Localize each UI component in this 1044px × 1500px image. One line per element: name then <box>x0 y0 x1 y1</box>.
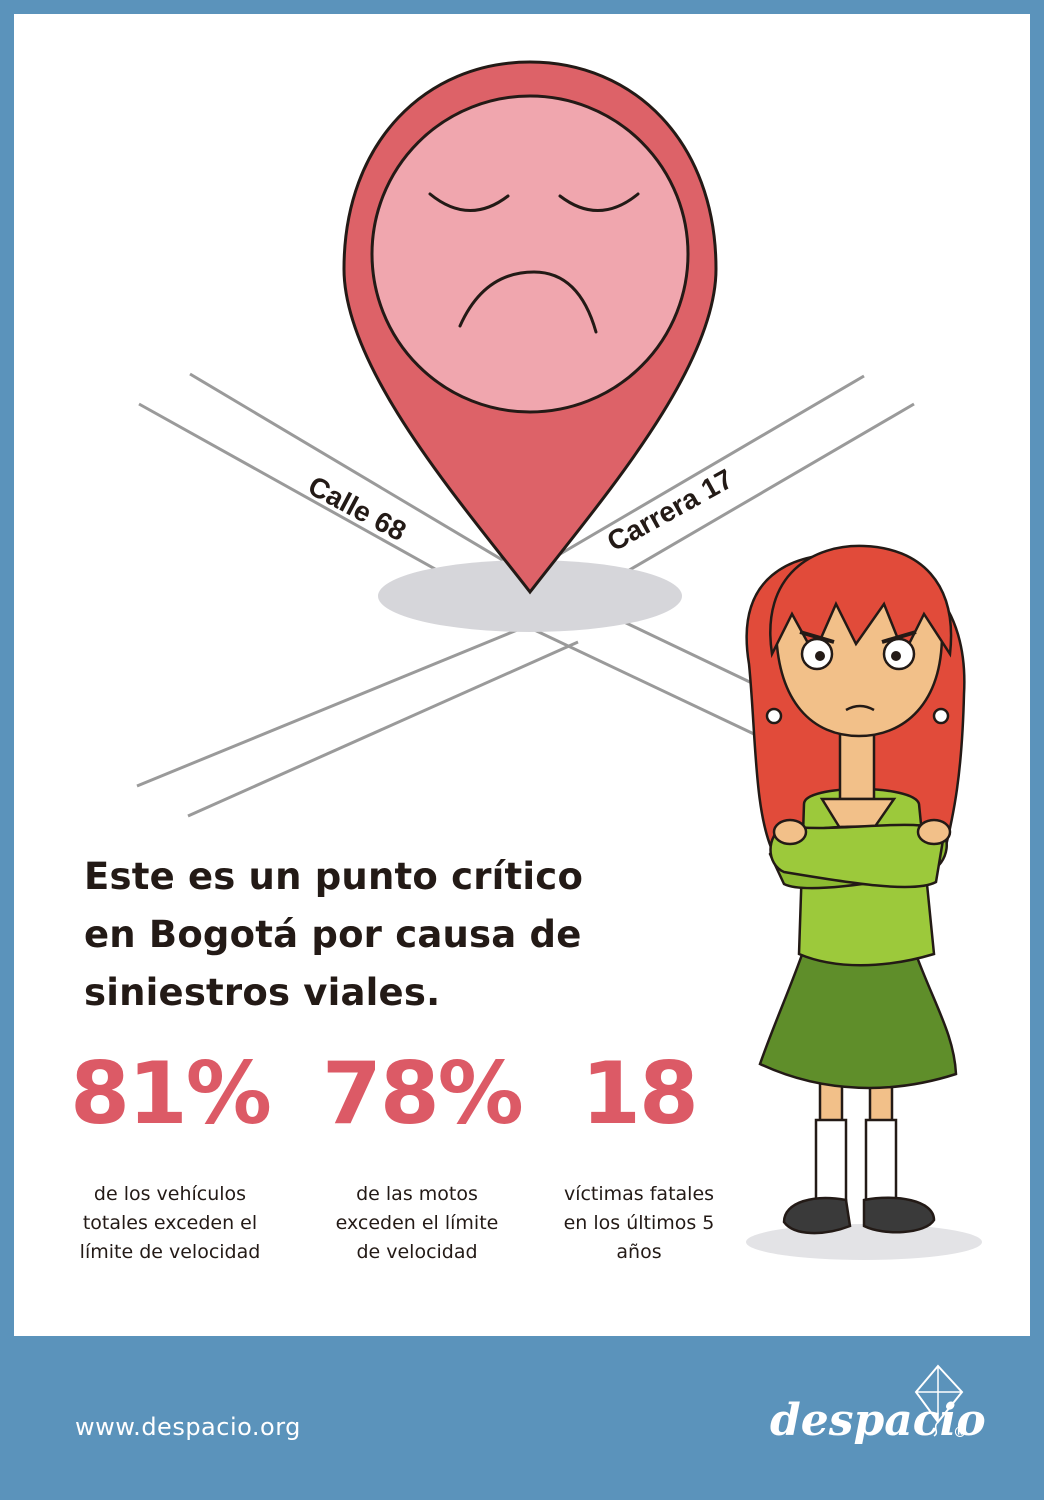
intersection-illustration: Calle 68 Carrera 17 <box>136 60 982 1260</box>
girl-character-illustration <box>745 544 982 1260</box>
street-label-carrera: Carrera 17 <box>602 463 738 557</box>
brand-logo-text: despacio <box>770 1395 986 1446</box>
stat-description: de las motos exceden el límite de veloci… <box>335 1183 499 1263</box>
headline: Este es un punto crítico en Bogotá por c… <box>84 855 584 1014</box>
stat-value: 78% <box>322 1044 524 1144</box>
street-label-calle: Calle 68 <box>303 470 411 547</box>
registered-mark: ® <box>953 1425 967 1441</box>
face-features <box>428 192 640 334</box>
stat-description: de los vehículos totales exceden el lími… <box>79 1183 261 1263</box>
stat-fatalities: 18 víctimas fatales en los últimos 5 año… <box>554 1044 724 1267</box>
stat-vehicles: 81% de los vehículos totales exceden el … <box>70 1044 272 1267</box>
stat-value: 81% <box>70 1044 272 1144</box>
website-link[interactable]: www.despacio.org <box>75 1413 301 1441</box>
stat-motorcycles: 78% de las motos exceden el límite de ve… <box>322 1044 524 1267</box>
pin-shadow <box>378 560 682 632</box>
stat-description: víctimas fatales en los últimos 5 años <box>563 1183 715 1263</box>
poster-panel: Calle 68 Carrera 17 <box>14 14 1030 1336</box>
sad-face-icon <box>370 94 690 414</box>
stat-value: 18 <box>581 1044 699 1144</box>
kite-logo-icon <box>914 1364 964 1437</box>
